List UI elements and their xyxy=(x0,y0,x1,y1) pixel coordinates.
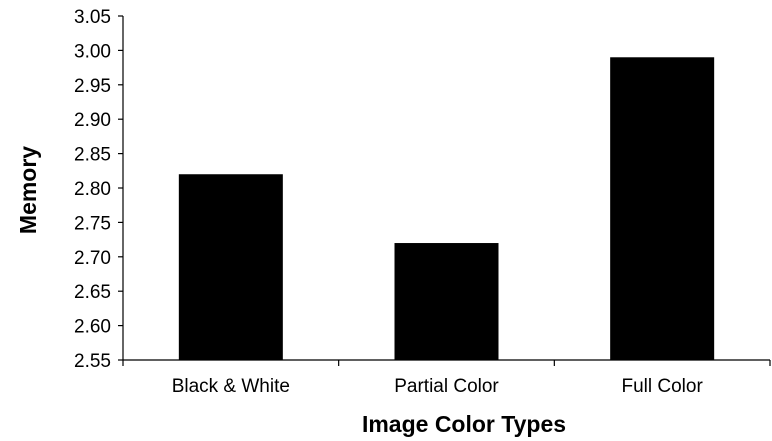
x-axis-title: Image Color Types xyxy=(362,411,566,437)
x-tick-label: Black & White xyxy=(172,376,290,397)
y-tick-label: 2.60 xyxy=(74,317,111,338)
x-ticks xyxy=(122,360,771,366)
x-tick-labels: Black & White Partial Color Full Color xyxy=(172,376,704,397)
x-tick-label: Partial Color xyxy=(394,376,499,397)
bar xyxy=(394,243,499,360)
y-tick-label: 3.05 xyxy=(74,7,111,28)
y-axis-title: Memory xyxy=(15,146,41,234)
y-tick-label: 2.65 xyxy=(74,282,111,303)
bar xyxy=(178,174,283,360)
y-tick-label: 2.95 xyxy=(74,76,111,97)
y-tick-label: 3.00 xyxy=(74,41,111,62)
y-tick-label: 2.75 xyxy=(74,213,111,234)
y-tick-label: 2.70 xyxy=(74,248,111,269)
bars xyxy=(178,57,715,360)
y-tick-label: 2.80 xyxy=(74,179,111,200)
y-tick-label: 2.90 xyxy=(74,110,111,131)
y-ticks xyxy=(118,15,123,361)
y-tick-label: 2.55 xyxy=(74,351,111,372)
y-tick-label: 2.85 xyxy=(74,145,111,166)
bar xyxy=(610,57,715,360)
y-tick-labels: 2.55 2.60 2.65 2.70 2.75 2.80 2.85 2.90 2.95 3.00… xyxy=(74,7,111,372)
x-tick-label: Full Color xyxy=(622,376,704,397)
